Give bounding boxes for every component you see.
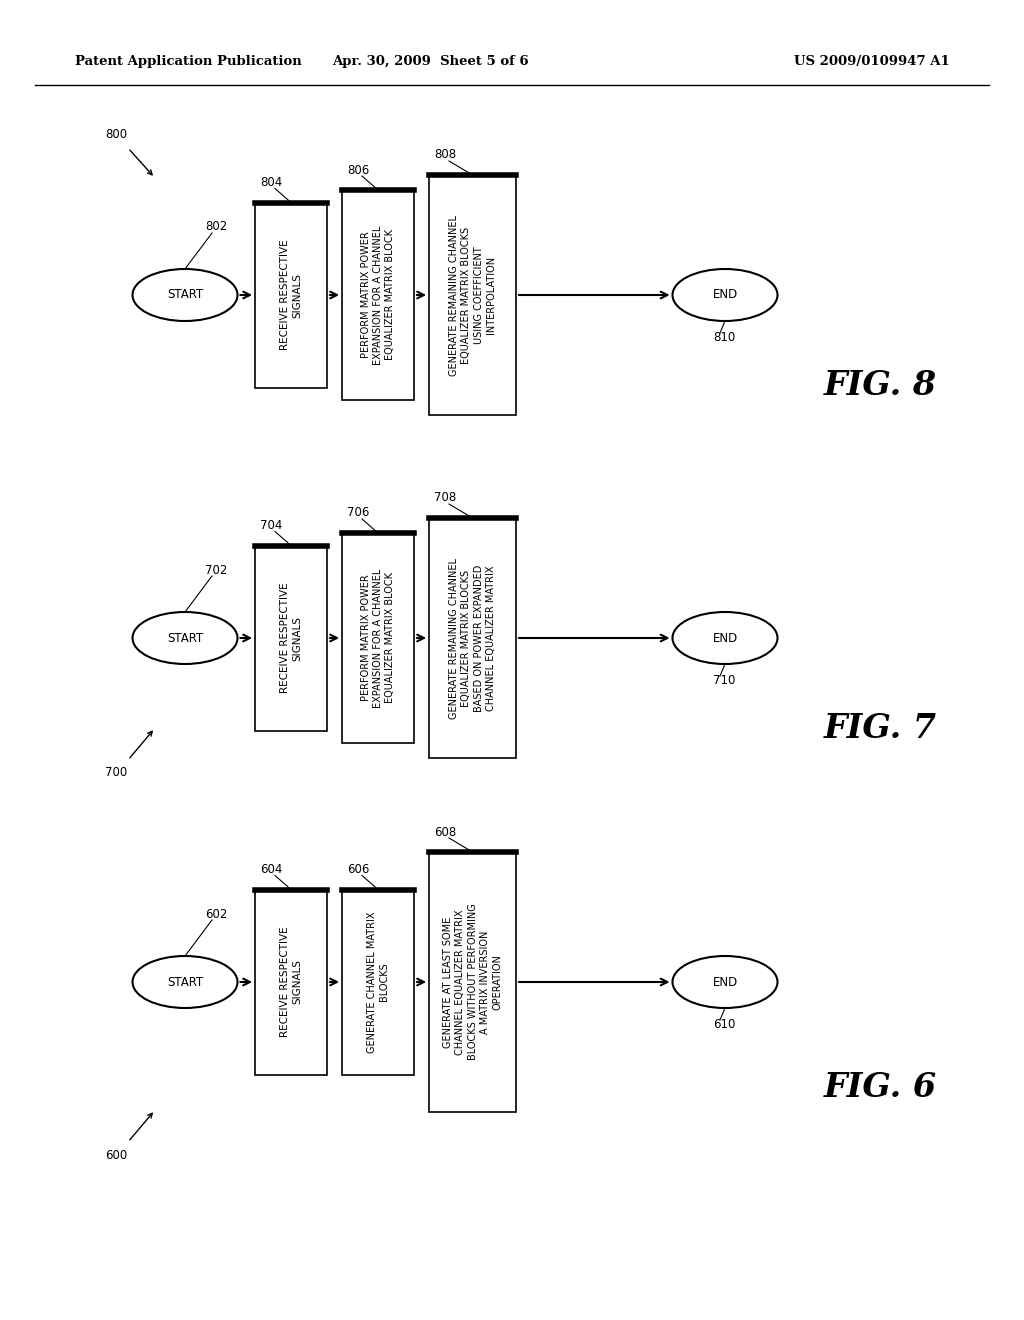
- Text: RECEIVE RESPECTIVE
SIGNALS: RECEIVE RESPECTIVE SIGNALS: [280, 582, 302, 693]
- Bar: [429, 517, 516, 758]
- Text: 602: 602: [205, 908, 227, 920]
- Text: 706: 706: [347, 507, 370, 520]
- Text: FIG. 7: FIG. 7: [823, 711, 937, 744]
- Text: FIG. 6: FIG. 6: [823, 1071, 937, 1104]
- Text: 806: 806: [347, 164, 370, 177]
- Bar: [342, 890, 414, 1074]
- Ellipse shape: [132, 956, 238, 1008]
- Text: 804: 804: [260, 176, 283, 189]
- Text: 710: 710: [713, 673, 735, 686]
- Text: 800: 800: [105, 128, 127, 141]
- Text: GENERATE REMAINING CHANNEL
EQUALIZER MATRIX BLOCKS
USING COEFFICIENT
INTERPOLATI: GENERATE REMAINING CHANNEL EQUALIZER MAT…: [449, 214, 496, 375]
- Bar: [255, 202, 327, 388]
- Bar: [429, 851, 516, 1111]
- Text: START: START: [167, 631, 203, 644]
- Text: END: END: [713, 631, 737, 644]
- Bar: [255, 545, 327, 730]
- Text: 704: 704: [260, 519, 283, 532]
- Text: 610: 610: [713, 1018, 735, 1031]
- Text: GENERATE AT LEAST SOME
CHANNEL EQUALIZER MATRIX
BLOCKS WITHOUT PERFORMING
A MATR: GENERATE AT LEAST SOME CHANNEL EQUALIZER…: [442, 904, 503, 1060]
- Text: Apr. 30, 2009  Sheet 5 of 6: Apr. 30, 2009 Sheet 5 of 6: [332, 55, 528, 69]
- Ellipse shape: [132, 269, 238, 321]
- Bar: [342, 533, 414, 743]
- Bar: [342, 190, 414, 400]
- Ellipse shape: [673, 956, 777, 1008]
- Text: RECEIVE RESPECTIVE
SIGNALS: RECEIVE RESPECTIVE SIGNALS: [280, 927, 302, 1038]
- Text: 810: 810: [713, 330, 735, 343]
- Text: GENERATE CHANNEL MATRIX
BLOCKS: GENERATE CHANNEL MATRIX BLOCKS: [367, 911, 389, 1053]
- Bar: [429, 176, 516, 414]
- Text: START: START: [167, 975, 203, 989]
- Ellipse shape: [673, 612, 777, 664]
- Text: 700: 700: [105, 766, 127, 779]
- Text: PERFORM MATRIX POWER
EXPANSION FOR A CHANNEL
EQUALIZER MATRIX BLOCK: PERFORM MATRIX POWER EXPANSION FOR A CHA…: [360, 226, 395, 364]
- Bar: [255, 890, 327, 1074]
- Text: RECEIVE RESPECTIVE
SIGNALS: RECEIVE RESPECTIVE SIGNALS: [280, 240, 302, 350]
- Text: END: END: [713, 289, 737, 301]
- Text: 808: 808: [434, 149, 456, 161]
- Text: 702: 702: [205, 564, 227, 577]
- Text: END: END: [713, 975, 737, 989]
- Text: 708: 708: [434, 491, 457, 504]
- Text: PERFORM MATRIX POWER
EXPANSION FOR A CHANNEL
EQUALIZER MATRIX BLOCK: PERFORM MATRIX POWER EXPANSION FOR A CHA…: [360, 569, 395, 708]
- Text: Patent Application Publication: Patent Application Publication: [75, 55, 302, 69]
- Text: START: START: [167, 289, 203, 301]
- Text: 802: 802: [205, 220, 227, 234]
- Ellipse shape: [132, 612, 238, 664]
- Text: 606: 606: [347, 863, 370, 876]
- Text: GENERATE REMAINING CHANNEL
EQUALIZER MATRIX BLOCKS
BASED ON POWER EXPANDED
CHANN: GENERATE REMAINING CHANNEL EQUALIZER MAT…: [449, 557, 496, 718]
- Text: 608: 608: [434, 825, 457, 838]
- Ellipse shape: [673, 269, 777, 321]
- Text: 604: 604: [260, 863, 283, 876]
- Text: 600: 600: [105, 1148, 127, 1162]
- Text: FIG. 8: FIG. 8: [823, 368, 937, 401]
- Text: US 2009/0109947 A1: US 2009/0109947 A1: [795, 55, 950, 69]
